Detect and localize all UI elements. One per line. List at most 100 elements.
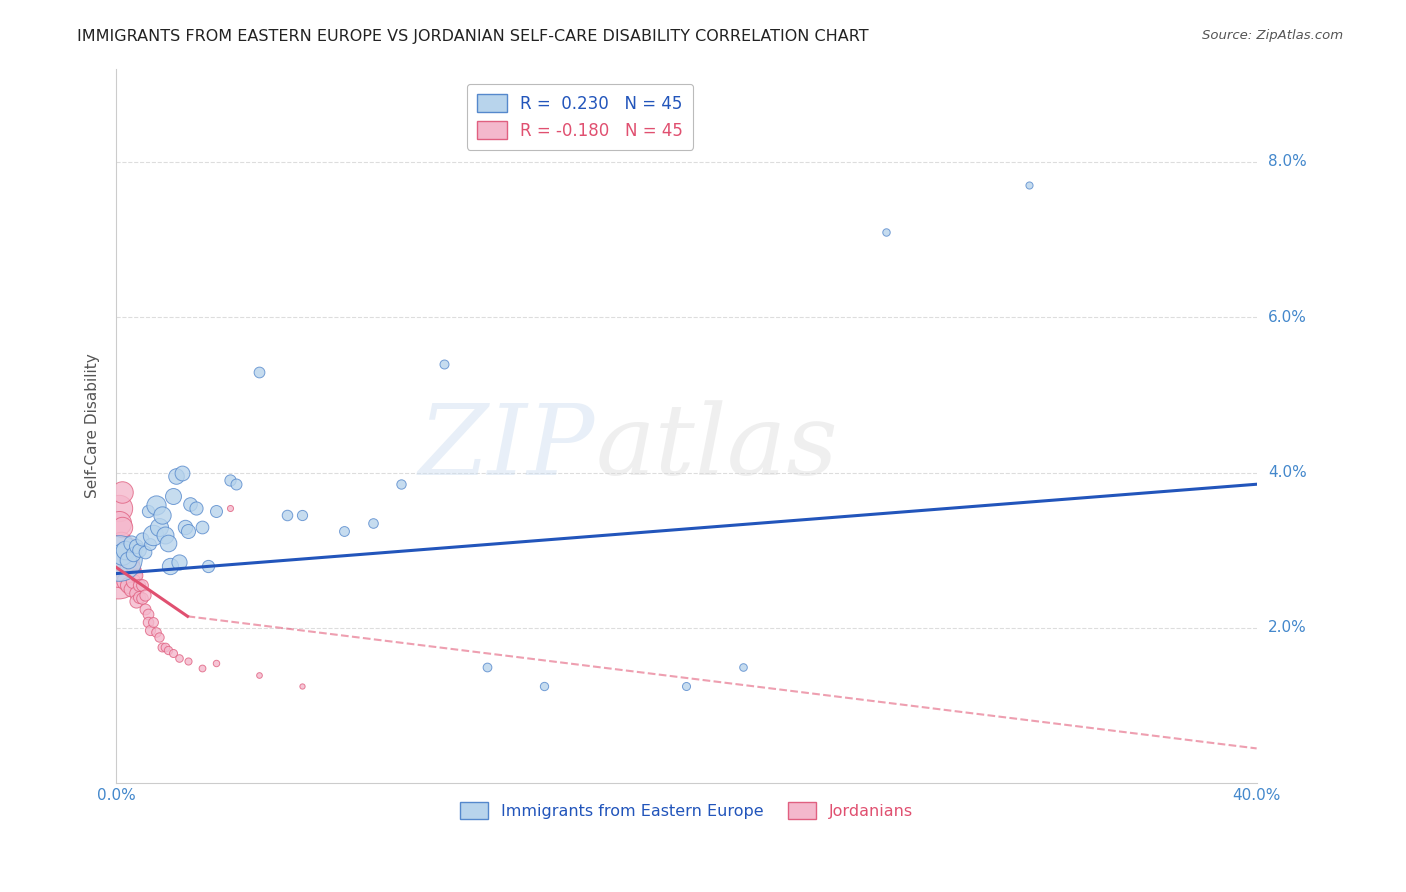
Point [139, 537, 162, 551]
Point [389, 477, 412, 491]
Point [145, 624, 167, 639]
Point [122, 547, 145, 561]
Point [333, 524, 356, 538]
Point [122, 574, 145, 589]
Point [107, 563, 129, 577]
Point [290, 508, 312, 523]
Text: Source: ZipAtlas.com: Source: ZipAtlas.com [1202, 29, 1343, 42]
Point [150, 508, 173, 523]
Text: 2.0%: 2.0% [1268, 621, 1306, 635]
Point [176, 654, 198, 668]
Point [131, 578, 153, 592]
Text: 6.0%: 6.0% [1268, 310, 1306, 325]
Point [125, 594, 148, 608]
Point [167, 650, 190, 665]
Point [150, 640, 173, 655]
Point [176, 524, 198, 538]
Point [111, 555, 134, 569]
Point [153, 640, 176, 655]
Point [134, 545, 156, 559]
Point [117, 578, 139, 592]
Point [125, 568, 148, 582]
Point [191, 661, 214, 675]
Point [120, 535, 142, 549]
Point [290, 679, 312, 693]
Point [108, 500, 131, 515]
Point [122, 560, 145, 574]
Point [162, 489, 184, 503]
Point [433, 357, 456, 371]
Point [159, 558, 181, 573]
Point [170, 466, 193, 480]
Point [173, 520, 195, 534]
Point [114, 543, 136, 558]
Text: IMMIGRANTS FROM EASTERN EUROPE VS JORDANIAN SELF-CARE DISABILITY CORRELATION CHA: IMMIGRANTS FROM EASTERN EUROPE VS JORDAN… [77, 29, 869, 44]
Point [165, 469, 187, 483]
Legend: Immigrants from Eastern Europe, Jordanians: Immigrants from Eastern Europe, Jordania… [453, 796, 920, 825]
Point [114, 547, 136, 561]
Point [128, 578, 150, 592]
Point [110, 535, 132, 549]
Point [136, 504, 159, 518]
Point [733, 660, 755, 674]
Point [114, 574, 136, 589]
Point [162, 646, 184, 660]
Point [197, 558, 219, 573]
Point [128, 590, 150, 604]
Point [142, 615, 165, 629]
Text: 4.0%: 4.0% [1268, 465, 1306, 480]
Point [1018, 178, 1040, 192]
Text: 8.0%: 8.0% [1268, 154, 1306, 169]
Point [125, 540, 148, 554]
Point [136, 607, 159, 621]
Point [148, 520, 170, 534]
Point [117, 552, 139, 566]
Point [111, 485, 134, 500]
Point [205, 504, 228, 518]
Point [167, 555, 190, 569]
Point [128, 543, 150, 558]
Point [533, 679, 555, 693]
Point [131, 591, 153, 606]
Point [219, 500, 242, 515]
Point [117, 560, 139, 574]
Point [148, 630, 170, 644]
Text: atlas: atlas [595, 400, 838, 495]
Text: ZIP: ZIP [419, 400, 595, 495]
Point [134, 601, 156, 615]
Point [139, 623, 162, 637]
Point [111, 547, 134, 561]
Point [247, 667, 270, 681]
Point [145, 498, 167, 512]
Point [108, 551, 131, 566]
Point [184, 500, 207, 515]
Point [114, 566, 136, 581]
Point [120, 582, 142, 596]
Point [875, 225, 897, 239]
Point [142, 527, 165, 541]
Point [117, 551, 139, 566]
Point [247, 365, 270, 379]
Point [136, 615, 159, 629]
Y-axis label: Self-Care Disability: Self-Care Disability [86, 353, 100, 499]
Point [179, 497, 201, 511]
Point [153, 527, 176, 541]
Point [191, 520, 214, 534]
Point [225, 477, 247, 491]
Point [111, 520, 134, 534]
Point [108, 516, 131, 530]
Point [205, 656, 228, 670]
Point [131, 532, 153, 546]
Point [276, 508, 298, 523]
Point [125, 586, 148, 600]
Point [156, 535, 179, 549]
Point [107, 568, 129, 582]
Point [120, 555, 142, 569]
Point [675, 679, 697, 693]
Point [134, 588, 156, 602]
Point [156, 642, 179, 657]
Point [120, 540, 142, 554]
Point [219, 474, 242, 488]
Point [475, 660, 498, 674]
Point [361, 516, 384, 530]
